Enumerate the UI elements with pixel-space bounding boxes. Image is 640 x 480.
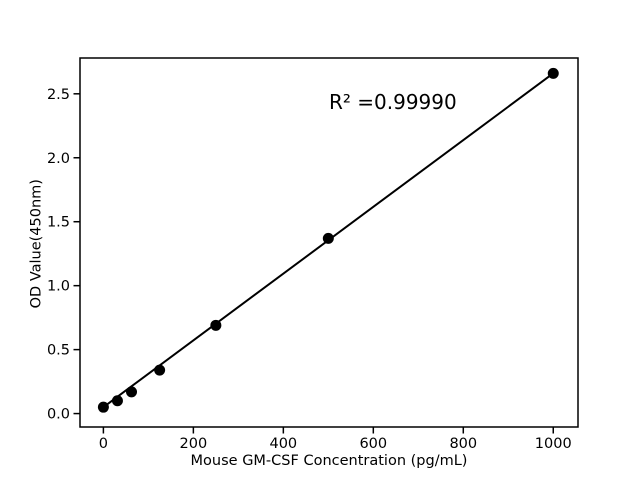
y-tick-label: 2.0: [47, 151, 70, 167]
y-tick-label: 0.5: [47, 343, 70, 359]
data-point: [547, 67, 559, 79]
y-tick-label: 0.0: [47, 407, 70, 423]
data-point: [111, 395, 123, 407]
x-tick-label: 200: [180, 436, 208, 452]
y-tick-label: 1.0: [47, 279, 70, 295]
data-point: [154, 364, 166, 376]
x-tick-label: 0: [99, 436, 108, 452]
r-squared-annotation: R² =0.99990: [329, 90, 457, 114]
x-tick-label: 800: [449, 436, 477, 452]
data-point: [126, 386, 138, 398]
axes-spines: [79, 57, 579, 428]
x-axis-label: Mouse GM-CSF Concentration (pg/mL): [190, 453, 468, 469]
y-axis-label: OD Value(450nm): [28, 179, 45, 309]
data-point: [322, 232, 334, 244]
data-point: [210, 319, 222, 331]
y-tick-label: 2.5: [47, 87, 70, 103]
x-tick-label: 400: [269, 436, 297, 452]
x-tick-label: 1000: [535, 436, 572, 452]
data-point: [97, 401, 109, 413]
y-tick-label: 1.5: [47, 215, 70, 231]
x-tick-label: 600: [359, 436, 387, 452]
